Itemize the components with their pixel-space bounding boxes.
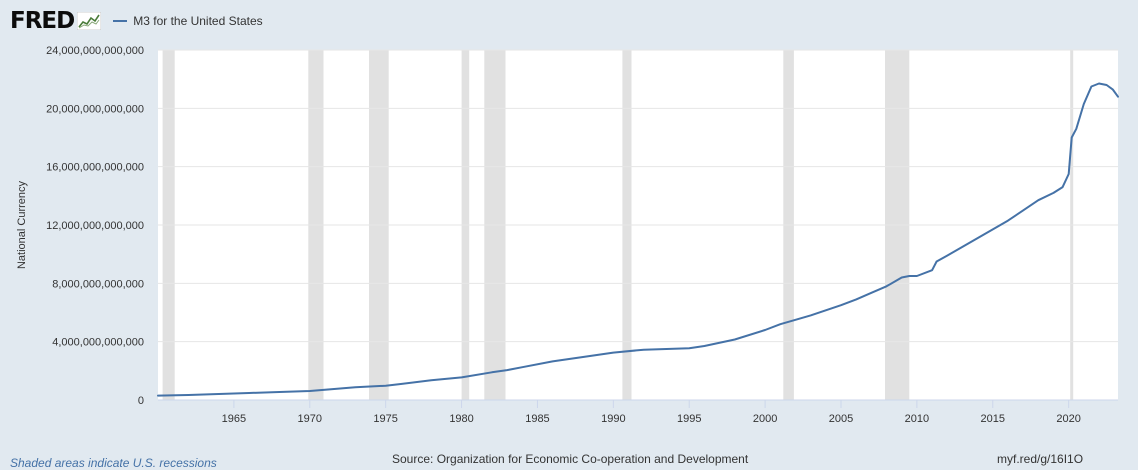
fred-logo[interactable]: FRED <box>10 8 75 34</box>
x-tick-label: 2020 <box>1056 413 1080 425</box>
x-tick-label: 2010 <box>905 413 929 425</box>
x-tick-label: 2015 <box>981 413 1005 425</box>
short-link[interactable]: myf.red/g/16I1O <box>997 452 1084 466</box>
y-tick-label: 0 <box>138 395 144 407</box>
y-tick-label: 20,000,000,000,000 <box>46 103 144 115</box>
x-tick-label: 1965 <box>222 413 246 425</box>
series-line-m3[interactable] <box>157 82 1119 397</box>
legend-swatch <box>113 20 128 22</box>
source-text: Source: Organization for Economic Co-ope… <box>392 452 749 466</box>
x-tick-label: 1970 <box>298 413 322 425</box>
x-tick-label: 1990 <box>601 413 625 425</box>
x-tick-label: 1975 <box>373 413 397 425</box>
y-axis-title: National Currency <box>16 180 28 269</box>
legend-item[interactable]: M3 for the United States <box>113 14 263 28</box>
recession-note: Shaded areas indicate U.S. recessions <box>10 456 217 470</box>
fred-chart-icon <box>77 12 102 30</box>
x-tick-label: 1985 <box>525 413 549 425</box>
x-tick-label: 1995 <box>677 413 701 425</box>
y-tick-label: 8,000,000,000,000 <box>52 278 144 290</box>
x-tick-label: 1980 <box>449 413 473 425</box>
y-tick-label: 24,000,000,000,000 <box>46 45 144 57</box>
x-ticks: 1965 1970 1975 1980 1985 1990 1995 2000 2005 2010… <box>222 400 1081 425</box>
x-tick-label: 2005 <box>829 413 853 425</box>
chart-svg: 0 4,000,000,000,000 8,000,000,000,000 12,00… <box>16 45 1119 425</box>
legend-label: M3 for the United States <box>133 14 263 28</box>
gridlines <box>158 49 1118 343</box>
y-tick-labels: 0 4,000,000,000,000 8,000,000,000,000 12,00… <box>46 45 144 407</box>
x-tick-label: 2000 <box>753 413 777 425</box>
y-tick-label: 4,000,000,000,000 <box>52 337 144 349</box>
y-tick-label: 16,000,000,000,000 <box>46 162 144 174</box>
chart-header: FRED M3 for the United States <box>10 7 263 35</box>
series-lines <box>157 82 1119 397</box>
y-tick-label: 12,000,000,000,000 <box>46 220 144 232</box>
